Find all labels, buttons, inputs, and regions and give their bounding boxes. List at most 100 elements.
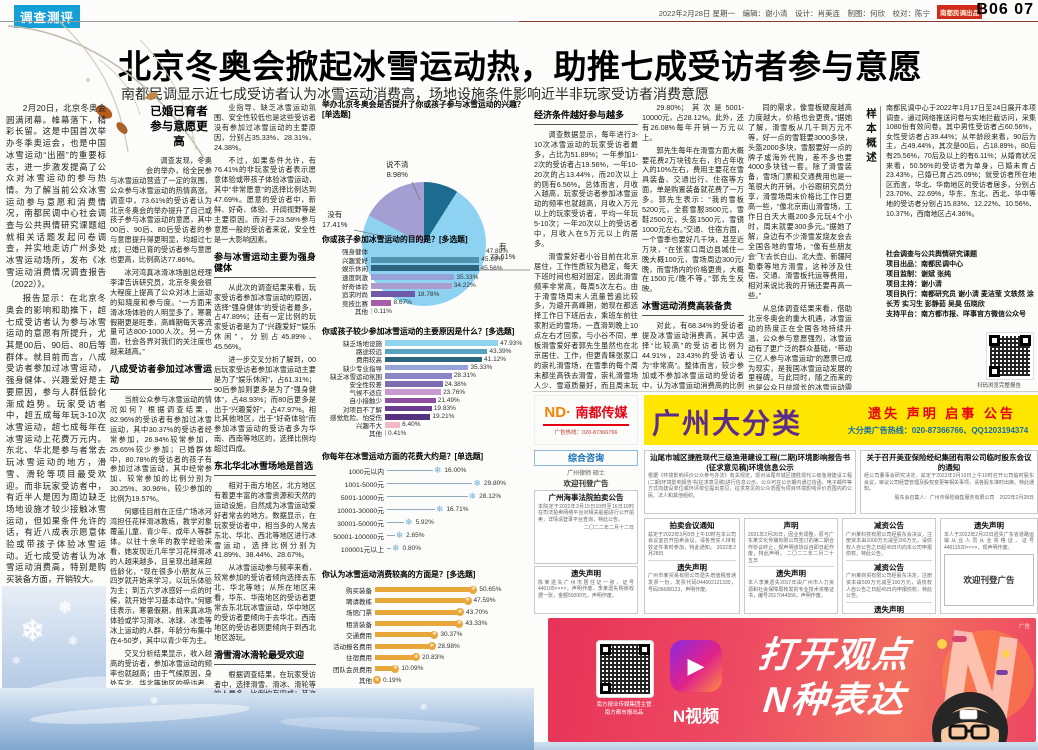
ad-body: 2021年2月26日，因业务调整，原与广东某文化传播有限公司签订的第二期合作协议… — [748, 531, 834, 564]
cost-chart-title: 你认为冰雪运动消费较高的方面是？[多选题] — [322, 570, 476, 579]
ad-body: 根据《环境影响评价公众参与办法》有关规定，现对汕尾市城区捷胜现代三级渔港建设工程… — [648, 473, 852, 499]
bar-row: 活动报名费用 ❄ 28.98% — [320, 640, 532, 651]
bar-label: 缺少专业指导 — [343, 365, 382, 373]
bar-value: 23.76% — [443, 388, 466, 396]
bar-label: 追求时尚 — [342, 292, 368, 300]
reason-chart-title: 你或孩子较少参加冰雪运动的主要原因是什么？[多选题] — [322, 327, 515, 336]
ad-title: 遗失声明 — [874, 604, 904, 614]
bar-value: 8.67% — [393, 299, 412, 307]
lollipop-line — [387, 496, 468, 497]
article-column-4: 经济条件越好参与越多 调查数据显示，每年进行3-10次冰雪运动的玩家受访者最多，占… — [534, 103, 638, 390]
bar-row: 路途较远 43.39% — [320, 347, 532, 357]
article-column-2: 已婚已育者 参与意愿更高 调查发现，冬奥会的举办，给全民参与冰雪运动营造了一定的氛… — [110, 103, 212, 685]
bar-label: 其他 — [355, 309, 368, 317]
bar-value: 21.49% — [437, 396, 460, 404]
nandu-media-brand: 南都传媒 — [575, 405, 628, 420]
nandu-hotline: 广告热线：020-87366766 — [554, 430, 618, 436]
article-subhead: 八成受访者参加过冰雪运动 — [110, 364, 212, 391]
bar-fill — [375, 666, 395, 672]
article-paragraph: 2月20日，北京冬奥会圆满闭幕。帷幕落下，精彩长留。这是中国首次举办冬季奥运会，… — [6, 103, 106, 289]
article-paragraph: 从冰雪运动参与频率来看，较常参加的受访者倾向选择去东北、华北等地；从所在地区来看… — [214, 563, 316, 642]
article-column-6: 同的需求，像雪板硬度越高力度越大，价格也会更贵。”据她了解，滑雪板从几千到万元不… — [748, 103, 852, 390]
ad-body: 兹定于2022年3月8日上午10时在本公司会议室召开拍卖会议，请各竞买人持有效证… — [648, 531, 736, 558]
bar-label: 气候不适应 — [349, 390, 383, 398]
lollipop-row: 100001元以上 ❄ 0.80% — [320, 542, 532, 555]
report-qr-code — [986, 332, 1034, 380]
lollipop-value: 28.12% — [479, 493, 502, 500]
lollipop-value: 5.92% — [415, 519, 434, 526]
bar-label: 兴趣不大 — [356, 422, 382, 430]
snowflake-marker-icon: ❄ — [430, 630, 439, 639]
winter-landscape-photo: ❄ ❄ — [0, 688, 534, 750]
ad-title: 关于召开美亚保险经纪集团有限公司临时股东会议的通知 — [866, 453, 1032, 472]
bar-fill — [371, 256, 480, 263]
bar-row: 兴趣爱好 45.89% — [320, 256, 532, 265]
purpose-bar-chart: 强身健体 47.89% 兴趣爱好 45.89% 娱乐休闲 45.56% 速度刺激 35.33%… — [320, 247, 532, 317]
spend-chart-title: 你每年在冰雪运动方面的花费大约是？[单选题] — [322, 452, 484, 461]
sample-overview-label: 样本概述 — [865, 108, 877, 166]
bar-value: 0.11% — [374, 307, 392, 315]
lollipop-line — [387, 509, 435, 510]
bar-row: 租赁装备 ❄ 43.33% — [320, 618, 532, 629]
lollipop-line — [387, 470, 433, 471]
snowflake-icon: ❄ — [473, 478, 481, 488]
lollipop-value: 29.80% — [483, 480, 507, 487]
bar-fill — [385, 381, 443, 387]
pie-leader-lines — [353, 181, 530, 271]
bar-label: 租赁装备 — [346, 621, 372, 629]
bar-row: 缺少专业指导 35.33% — [320, 364, 532, 373]
bar-fill — [371, 274, 455, 281]
article-paragraph: 郭先生每年在滑雪方面大概要花费2万块钱左右，约占年收入的10%左右，费用主要花在… — [642, 145, 744, 294]
cost-bar-chart: 购买装备 ❄ 50.65% 聘请教练 ❄ 47.59% 场馆门票 ❄ 43.70% 租赁装备 ❄ 43… — [320, 584, 532, 686]
bar-label: 团队会员费用 — [333, 666, 372, 674]
bar-row: 竞技比赛 8.67% — [320, 299, 532, 308]
banner-hotline: 大分类广告热线：020-87366766、QQ1203194374 — [847, 426, 1029, 435]
bar-label: 其他 — [369, 431, 382, 439]
bar-value: 45.89% — [481, 256, 504, 264]
pie-label-yes: 有 73.61% — [490, 242, 516, 261]
bar-row: 强身健体 47.89% — [320, 247, 532, 257]
classified-cell: 拍卖会议通知 兹定于2022年3月8日上午10时在本公司会议室召开拍卖会议，请各… — [644, 518, 740, 614]
nvideo-app-icon: ▶ — [670, 640, 722, 692]
ad-title: 广州海事法院拍卖公告 — [548, 493, 624, 502]
snowflake-marker-icon: ❄ — [469, 585, 478, 594]
article-column-3: 业指导、缺乏冰雪运动氛围、安全性较低也是这些受访者没有参加过冰雪运动的主要原因，… — [214, 103, 316, 693]
ice-photo-strip — [534, 742, 1038, 750]
nandu-media-logo: ND· — [544, 404, 572, 421]
snowflake-marker-icon: ❄ — [373, 676, 381, 685]
bar-fill — [385, 422, 401, 428]
bar-row: 团队会员费用 ❄ 10.09% — [320, 663, 532, 674]
snowflake-marker-icon: ❄ — [456, 608, 465, 617]
bar-label: 购买装备 — [346, 587, 372, 595]
spend-lollipop-chart: 1000元以内 ❄ 16.00% 1001-5000元 ❄ 29.80% 5001-1000… — [320, 464, 532, 555]
lollipop-label: 5001-10000元 — [340, 494, 384, 502]
bar-label: 自小接触少 — [349, 398, 383, 406]
article-column-1: 2月20日，北京冬奥会圆满闭幕。帷幕落下，精彩长留。这是中国首次举办冬季奥运会，… — [6, 103, 106, 584]
lollipop-row: 1000元以内 ❄ 16.00% — [320, 464, 532, 477]
bar-fill — [385, 364, 469, 371]
lollipop-label: 10001-30000元 — [337, 507, 384, 515]
bar-value: 18.78% — [417, 290, 440, 298]
nvideo-app-name: N视频 — [672, 707, 720, 726]
section-label: 调查测评 — [14, 5, 81, 28]
bar-value: 19.21% — [432, 413, 455, 421]
page-title: 北京冬奥会掀起冰雪运动热，助推七成受访者参与意愿 — [118, 48, 922, 85]
bar-value: 24.38% — [444, 380, 467, 388]
nvideo-qr-caption: 南方报业传媒集团主管 南方都市报出品 — [596, 702, 652, 716]
pie-label-no: 没有 17.41% — [322, 210, 348, 229]
loss-statement-cell: 遗失声明 陈某遗失广州市居住证一张，证号440105××××，声明作废。李某遗失… — [534, 566, 638, 614]
bar-fill — [375, 609, 460, 615]
ad-sign: 股东会召集人：广州市保险销售服务有限公司 2022年2月28日 — [894, 494, 1034, 501]
lollipop-label: 30001-50000元 — [337, 520, 384, 528]
lollipop-label: 100001元以上 — [340, 546, 384, 554]
ad-tag: 广告 — [1018, 624, 1030, 630]
bar-label: 感觉危险、怕受伤 — [330, 414, 382, 422]
bar-fill — [375, 587, 473, 593]
shareholder-meeting-notice: 关于召开美亚保险经纪集团有限公司临时股东会议的通知 经公司董事会研究决定，兹定于… — [860, 450, 1038, 514]
bar-value: 50.65% — [479, 586, 502, 594]
bar-row: 追求时尚 18.78% — [320, 290, 532, 300]
bar-label: 兴趣爱好 — [342, 257, 368, 265]
sample-overview-text: 南都民调中心于2022年1月17日至24日展开本项调查，通过网络推送问卷与实地拦… — [886, 105, 1036, 218]
article-subhead: 东北华北冰雪场地是首选 — [214, 461, 316, 477]
snowflake-icon: ❄ — [433, 465, 442, 475]
